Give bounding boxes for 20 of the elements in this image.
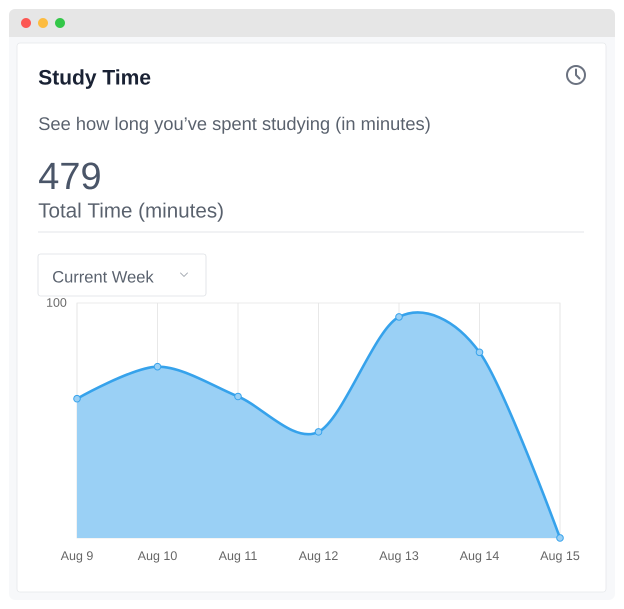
- point: [395, 313, 403, 321]
- x-tick-label: Aug 15: [540, 551, 580, 563]
- point: [314, 428, 322, 436]
- text: 100: [47, 298, 66, 307]
- x-tick-label: Aug 9: [60, 551, 93, 563]
- point: [154, 362, 162, 370]
- x-tick-label: Aug 10: [138, 551, 177, 563]
- text: 479: [39, 162, 100, 190]
- chart-title: Study Time: [38, 69, 150, 89]
- chart-subtitle: See how long you’ve spent studying (in minutes): [39, 116, 430, 134]
- point: [556, 534, 564, 542]
- point: [73, 394, 81, 403]
- point: [476, 348, 484, 356]
- x-tick-label: Aug 11: [218, 551, 257, 563]
- x-tick-label: Aug 13: [379, 551, 418, 563]
- point: [234, 392, 242, 400]
- text: Total Time (minutes): [38, 202, 223, 222]
- x-tick-label: Aug 14: [460, 551, 499, 563]
- text: Current Week: [53, 270, 154, 283]
- x-tick-label: Aug 12: [298, 551, 338, 563]
